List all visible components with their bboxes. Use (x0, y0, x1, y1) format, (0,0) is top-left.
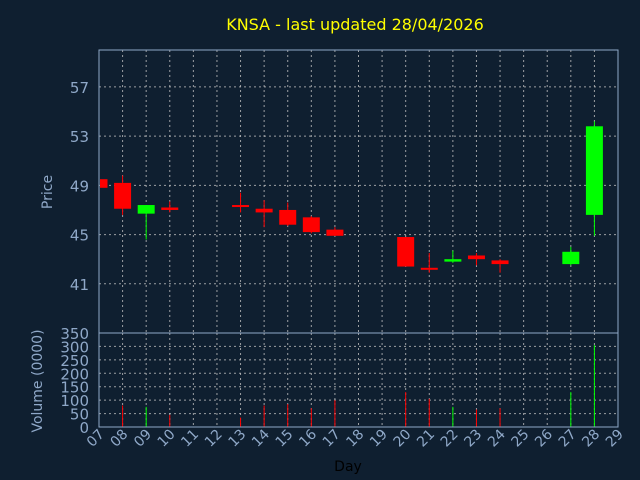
candle-body (161, 207, 179, 210)
candle (326, 227, 344, 236)
x-tick-label: 16 (296, 426, 320, 450)
price-panel: 41 45 49 53 57 (70, 49, 619, 334)
x-tick-label: 20 (391, 427, 415, 451)
candle (562, 246, 580, 266)
candle-body (100, 179, 108, 188)
x-tick-label: 11 (178, 427, 202, 451)
candle-body (326, 229, 344, 236)
volume-frame (98, 332, 619, 428)
volume-tick-label: 250 (60, 352, 89, 370)
volume-axis-label: Volume (0000) (30, 329, 46, 432)
candle-body (114, 182, 132, 209)
volume-tick-label: 200 (60, 365, 89, 383)
candle-body (397, 237, 415, 267)
x-tick-label: 15 (273, 427, 297, 451)
candle (279, 202, 297, 226)
price-tick-label: 57 (70, 79, 89, 97)
volume-tick-label: 350 (60, 325, 89, 343)
x-tick-label: 19 (367, 427, 391, 451)
candle-body (137, 205, 155, 214)
volume-tick-label: 50 (70, 406, 89, 424)
candle-body (467, 255, 485, 260)
candle-body (585, 126, 603, 215)
x-tick-label: 21 (414, 427, 438, 451)
candle-body (420, 267, 438, 270)
volume-tick-label: 300 (60, 338, 89, 356)
volume-tick-label: 100 (60, 392, 89, 410)
price-tick-label: 41 (70, 276, 89, 294)
candle (585, 121, 603, 236)
chart-title: KNSA - last updated 28/04/2026 (226, 15, 484, 34)
candle (114, 175, 132, 215)
x-tick-label: 18 (343, 427, 367, 451)
x-tick-label: 10 (155, 427, 179, 451)
candle (232, 192, 250, 213)
x-tick-label: 14 (249, 426, 273, 450)
price-tick-label: 45 (70, 227, 89, 245)
candle-body (232, 205, 250, 208)
x-tick-label: 17 (320, 427, 344, 451)
candle-body (562, 251, 580, 265)
price-tick-label: 49 (70, 177, 89, 195)
candle (444, 250, 462, 263)
x-axis-label: Day (334, 459, 362, 475)
candle (137, 205, 155, 240)
candle (420, 253, 438, 273)
x-tick-label: 26 (532, 426, 556, 450)
x-tick-label: 09 (131, 427, 155, 451)
candle (161, 201, 179, 213)
candle-body (255, 208, 273, 213)
x-tick-label: 25 (509, 427, 533, 451)
candle (302, 216, 320, 234)
x-tick-label: 28 (579, 427, 603, 451)
volume-tick-label: 150 (60, 379, 89, 397)
price-tick-label: 53 (70, 128, 89, 146)
candle (397, 237, 415, 267)
x-tick-label: 12 (202, 427, 226, 451)
candle-body (491, 260, 509, 265)
candle (98, 179, 108, 188)
x-tick-label: 13 (225, 427, 249, 451)
x-tick-label: 24 (485, 426, 509, 450)
candle (467, 253, 485, 266)
x-tick-label: 23 (461, 427, 485, 451)
candle (255, 200, 273, 228)
candle-body (302, 217, 320, 233)
x-tick-label: 29 (603, 427, 627, 451)
x-tick-label: 27 (556, 427, 580, 451)
candle (491, 259, 509, 273)
x-tick-label: 08 (107, 427, 131, 451)
candle-body (279, 209, 297, 225)
candle-body (444, 259, 462, 262)
price-axis-label: Price (40, 175, 56, 209)
volume-tick-label: 0 (79, 419, 89, 437)
x-tick-label: 22 (438, 427, 462, 451)
